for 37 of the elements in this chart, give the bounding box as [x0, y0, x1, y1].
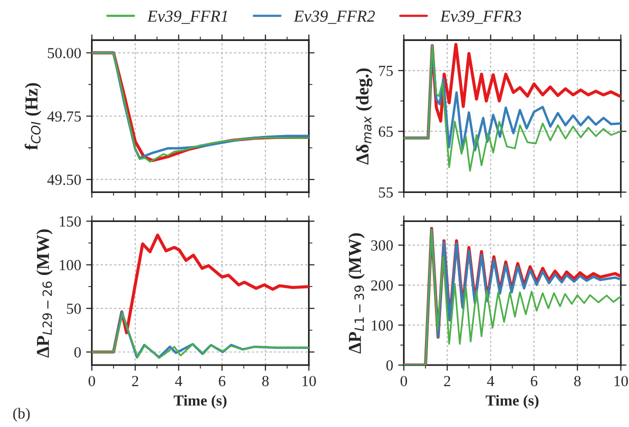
y-axis-title: f$_{COI}$ (Hz): [24, 83, 42, 150]
x-tick-label: 0: [88, 376, 96, 386]
y-tick-label: 0: [386, 360, 393, 371]
y-tick-label: 49.75: [47, 111, 81, 122]
x-tick-label: 4: [487, 376, 494, 386]
text: (b): [13, 408, 30, 422]
y-tick-label: 49.50: [47, 174, 81, 185]
x-tick-label: 10: [302, 376, 316, 386]
x-tick-label: 8: [262, 376, 269, 386]
y-axis-title: Δδ$_{max}$ (deg.): [356, 68, 372, 164]
y-tick-label: 200: [371, 280, 393, 291]
legend-label: Ev39_FFR3: [440, 10, 522, 24]
y-tick-label: 150: [60, 216, 81, 227]
y-tick-label: 65: [378, 126, 393, 137]
legend-label: Ev39_FFR1: [147, 10, 227, 24]
y-axis-title: ΔP$_{L1−39}$ (MW): [348, 233, 365, 354]
x-tick-label: 6: [530, 376, 538, 386]
y-tick-label: 50.00: [48, 48, 81, 58]
x-tick-label: 2: [444, 376, 450, 386]
line-series: [404, 44, 621, 172]
x-tick-label: 8: [574, 376, 581, 386]
legend-label: Ev39_FFR2: [294, 10, 375, 24]
y-tick-label: 300: [371, 240, 393, 251]
x-tick-label: 2: [132, 376, 138, 386]
y-tick-label: 50: [67, 304, 81, 314]
x-tick-label: 6: [218, 376, 226, 386]
x-axis-title: Time (s): [486, 394, 538, 409]
y-axis-title: ΔP$_{L29−26}$ (MW): [36, 229, 53, 358]
y-tick-label: 55: [379, 187, 393, 198]
y-tick-label: 100: [60, 260, 81, 270]
x-tick-label: 10: [614, 376, 628, 386]
y-tick-label: 100: [372, 320, 393, 331]
x-tick-label: 4: [175, 376, 182, 386]
x-axis-title: Time (s): [174, 394, 226, 409]
x-tick-label: 0: [400, 376, 408, 386]
y-tick-label: 0: [74, 347, 81, 358]
y-tick-label: 75: [379, 66, 393, 76]
